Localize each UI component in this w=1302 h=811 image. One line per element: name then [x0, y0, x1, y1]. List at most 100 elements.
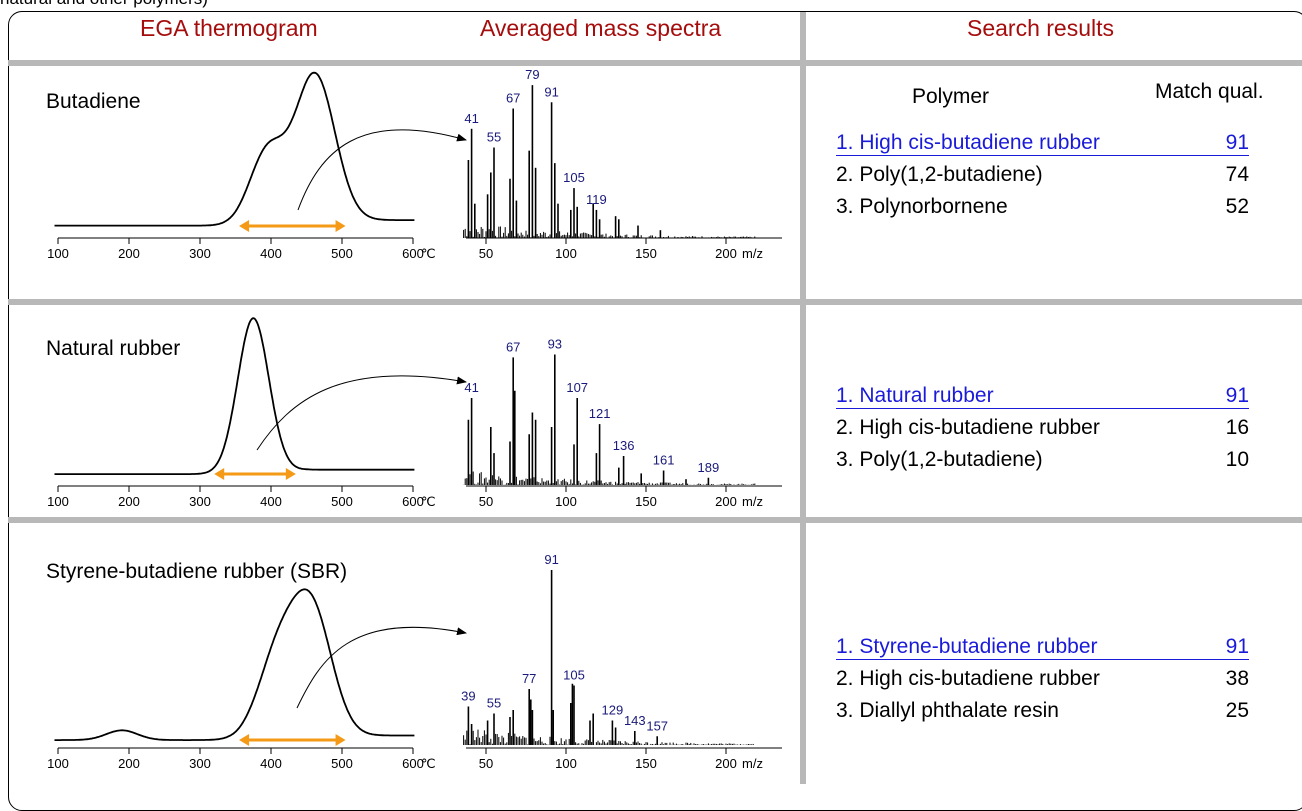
result-name: 1. High cis-butadiene rubber [836, 131, 1100, 154]
x-axis-unit: ℃ [421, 756, 436, 771]
result-score: 38 [1225, 667, 1249, 690]
result-name: 3. Polynorbornene [836, 195, 1008, 218]
polymer-column-header: Polymer [912, 85, 990, 108]
x-tick-label: 600 [402, 246, 424, 261]
x-axis-unit: m/z [742, 756, 763, 771]
row-divider-1 [8, 60, 1302, 66]
sample-name-butadiene: Butadiene [46, 90, 141, 113]
peak-label: 39 [461, 689, 475, 704]
figure-caption: natural and other polymers) [0, 0, 208, 9]
result-item-top-match[interactable]: 1. Natural rubber 91 [836, 383, 1249, 409]
result-score: 25 [1225, 699, 1249, 722]
result-name: 2. High cis-butadiene rubber [836, 416, 1100, 439]
range-arrowhead-left [214, 468, 225, 480]
ega-curve [54, 317, 415, 475]
x-tick-label: 50 [479, 494, 493, 509]
peak-label: 91 [544, 84, 558, 99]
x-tick-label: 500 [331, 756, 353, 771]
peak-label: 41 [464, 111, 478, 126]
peak-label: 77 [522, 671, 536, 686]
peak-label: 67 [506, 339, 520, 354]
header-ega-thermogram: EGA thermogram [140, 15, 318, 41]
result-score: 91 [1225, 131, 1249, 154]
range-arrowhead-right [335, 734, 346, 746]
peak-label: 161 [653, 453, 675, 468]
result-score: 74 [1225, 163, 1249, 186]
charts-layer: 100 200 300 400 500 600℃ 50 100 150 200 m/z4155677… [47, 67, 782, 771]
connector-arrow [296, 626, 467, 709]
header-mass-spectra: Averaged mass spectra [480, 15, 722, 41]
result-name: 2. High cis-butadiene rubber [836, 667, 1100, 690]
ega-curve [54, 71, 415, 227]
match-quality-column-header: Match qual. [1155, 80, 1264, 103]
result-score: 91 [1225, 635, 1249, 658]
x-tick-label: 150 [635, 494, 657, 509]
peak-label: 105 [563, 668, 585, 683]
result-item-top-match[interactable]: 1. High cis-butadiene rubber 91 [836, 130, 1249, 156]
x-axis-unit: m/z [742, 246, 763, 261]
x-tick-label: 600 [402, 756, 424, 771]
x-tick-label: 200 [118, 494, 140, 509]
range-arrowhead-right [335, 220, 346, 232]
result-name: 1. Natural rubber [836, 384, 994, 407]
peak-label: 107 [566, 380, 588, 395]
connector-arrow [297, 129, 467, 211]
x-tick-label: 50 [479, 756, 493, 771]
result-score: 16 [1225, 416, 1249, 439]
result-name: 3. Diallyl phthalate resin [836, 699, 1059, 722]
x-tick-label: 100 [47, 756, 69, 771]
ega-thermogram-row-2: 100 200 300 400 500 600℃ [47, 588, 467, 771]
result-item: 3. Diallyl phthalate resin 25 [836, 698, 1249, 723]
peak-label: 55 [487, 130, 501, 145]
result-score: 91 [1225, 384, 1249, 407]
result-item: 2. High cis-butadiene rubber 16 [836, 415, 1249, 440]
ega-curve [54, 588, 415, 741]
peak-label: 121 [589, 406, 611, 421]
peak-label: 55 [487, 696, 501, 711]
result-item: 2. High cis-butadiene rubber 38 [836, 666, 1249, 691]
result-item: 3. Poly(1,2-butadiene) 10 [836, 447, 1249, 472]
ega-thermogram-row-0: 100 200 300 400 500 600℃ [47, 71, 467, 261]
range-arrowhead-left [239, 220, 250, 232]
peak-label: 79 [525, 67, 539, 82]
x-tick-label: 500 [331, 246, 353, 261]
result-name: 3. Poly(1,2-butadiene) [836, 448, 1043, 471]
x-tick-label: 300 [189, 246, 211, 261]
x-tick-label: 100 [47, 246, 69, 261]
x-tick-label: 400 [260, 246, 282, 261]
peak-label: 157 [646, 718, 668, 733]
x-axis-unit: m/z [742, 494, 763, 509]
peak-label: 143 [624, 713, 646, 728]
row-divider-2 [8, 299, 1302, 305]
connector-arrow [256, 375, 467, 451]
range-arrowhead-left [239, 734, 250, 746]
x-tick-label: 150 [635, 246, 657, 261]
result-score: 10 [1225, 448, 1249, 471]
x-axis-unit: ℃ [421, 246, 436, 261]
x-tick-label: 300 [189, 756, 211, 771]
row-divider-3 [8, 517, 1302, 523]
result-name: 1. Styrene-butadiene rubber [836, 635, 1098, 658]
x-tick-label: 100 [47, 494, 69, 509]
x-tick-label: 400 [260, 494, 282, 509]
range-arrowhead-right [285, 468, 296, 480]
result-score: 52 [1225, 195, 1249, 218]
result-name: 2. Poly(1,2-butadiene) [836, 163, 1043, 186]
peak-label: 41 [464, 380, 478, 395]
x-tick-label: 100 [555, 494, 577, 509]
header-search-results: Search results [967, 15, 1115, 41]
x-tick-label: 400 [260, 756, 282, 771]
ega-thermogram-row-1: 100 200 300 400 500 600℃ [47, 317, 467, 509]
result-item-top-match[interactable]: 1. Styrene-butadiene rubber 91 [836, 634, 1249, 660]
column-divider [800, 12, 806, 784]
peak-label: 91 [544, 552, 558, 567]
sample-name-sbr: Styrene-butadiene rubber (SBR) [46, 560, 348, 583]
x-tick-label: 600 [402, 494, 424, 509]
peak-label: 105 [563, 170, 585, 185]
peak-label: 93 [548, 337, 562, 352]
sample-name-natural-rubber: Natural rubber [46, 337, 181, 360]
x-tick-label: 200 [118, 756, 140, 771]
